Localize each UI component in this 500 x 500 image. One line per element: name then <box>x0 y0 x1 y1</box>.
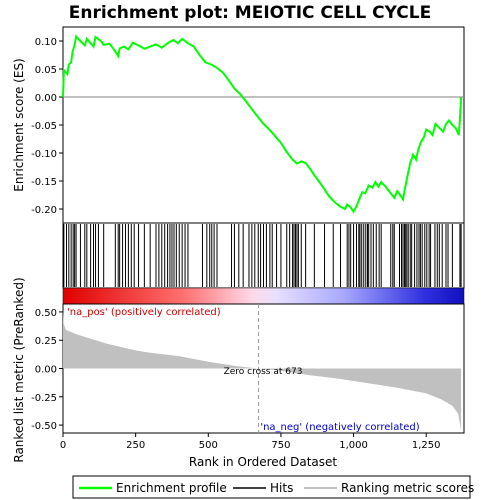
metric-y-tick-label: -0.25 <box>31 393 57 404</box>
x-tick-label: 1,250 <box>412 440 441 451</box>
x-tick-label: 0 <box>60 440 66 451</box>
legend-label-enrichment: Enrichment profile <box>116 481 227 495</box>
metric-y-tick-label: 0.00 <box>35 365 57 376</box>
x-tick-label: 1,000 <box>339 440 368 451</box>
es-y-axis: 0.10 0.05 0.00 -0.05 -0.10 -0.15 -0.20 <box>31 37 63 216</box>
es-y-tick-label: -0.15 <box>31 177 57 188</box>
chart-title: Enrichment plot: MEIOTIC CELL CYCLE <box>69 3 431 23</box>
legend: Enrichment profile Hits Ranking metric s… <box>72 475 474 499</box>
na-pos-label: 'na_pos' (positively correlated) <box>67 307 221 318</box>
legend-box <box>72 475 471 499</box>
hit-marks <box>63 224 462 287</box>
ranking-metric-area <box>63 309 462 431</box>
es-y-tick-label: -0.05 <box>31 121 57 132</box>
metric-y-tick-label: 0.50 <box>35 308 57 319</box>
na-neg-label: 'na_neg' (negatively correlated) <box>260 422 419 433</box>
enrichment-profile-line <box>62 34 463 214</box>
metric-y-axis: 0.50 0.25 0.00 -0.25 -0.50 <box>31 308 63 432</box>
metric-y-tick-label: -0.50 <box>31 421 57 432</box>
es-y-tick-label: -0.10 <box>31 149 57 160</box>
metric-y-tick-label: 0.25 <box>35 336 57 347</box>
zero-cross-label: Zero cross at 673 <box>224 367 303 377</box>
es-y-tick-label: 0.05 <box>35 65 57 76</box>
legend-label-metric: Ranking metric scores <box>341 481 474 495</box>
es-y-tick-label: 0.10 <box>35 37 57 48</box>
x-axis-label: Rank in Ordered Dataset <box>189 455 337 469</box>
es-y-tick-label: 0.00 <box>35 93 57 104</box>
x-axis: 0 250 500 750 1,000 1,250 <box>60 433 441 451</box>
metric-y-axis-label: Ranked list metric (PreRanked) <box>12 277 26 462</box>
es-y-tick-label: -0.20 <box>31 205 57 216</box>
legend-label-hits: Hits <box>270 481 293 495</box>
ranking-color-band <box>62 287 465 305</box>
x-tick-label: 750 <box>271 440 290 451</box>
x-tick-label: 250 <box>126 440 145 451</box>
x-tick-label: 500 <box>199 440 218 451</box>
es-y-axis-label: Enrichment score (ES) <box>12 58 26 191</box>
